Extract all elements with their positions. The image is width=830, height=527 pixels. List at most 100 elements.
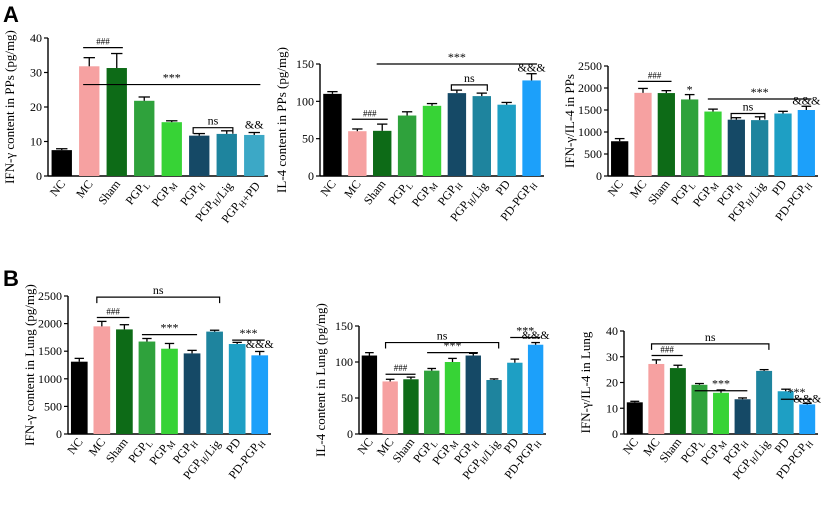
bar [382,381,398,434]
category-label: NC [47,177,68,199]
y-tick-label: 2000 [38,317,62,331]
bar [189,135,210,176]
category-label: NC [354,435,375,457]
panel-label-b: B [3,266,19,291]
significance-label: *** [161,321,179,335]
bar [657,93,675,176]
y-axis-label: IFN-γ content in Lung (pg/mg) [22,284,37,446]
significance-label: ns [464,71,475,85]
significance-label: ### [363,108,377,118]
y-tick-label: 150 [296,57,314,71]
y-tick-label: 2500 [38,289,62,303]
category-label: NC [318,177,339,199]
y-tick-label: 0 [347,427,353,441]
y-axis-label: IL-4 content in Lung (pg/mg) [313,303,328,457]
category-label: NC [64,435,85,457]
y-axis-label: IL-4 content in PPs (pg/mg) [274,47,289,193]
y-tick-label: 500 [584,147,602,161]
bar [756,370,773,434]
category-label: PGPL [386,177,416,209]
y-tick-label: 0 [56,427,62,441]
category-label: Sham [95,177,123,208]
y-tick-label: 20 [30,100,42,114]
y-tick-label: 2000 [578,81,602,95]
bar [79,66,100,176]
bar [734,399,751,434]
category-label: PGPM [149,177,180,211]
category-label: MC [341,177,364,200]
bar [422,105,442,176]
bar [522,80,541,176]
y-tick-label: 10 [30,135,42,149]
significance-label: ns [705,330,716,344]
bar [447,93,467,176]
y-tick-label: 1000 [38,372,62,386]
significance-label: &&& [522,328,551,342]
bar [403,379,419,434]
bar [183,353,201,434]
bar [527,344,544,434]
bar [774,113,792,176]
y-axis-label: IFN-γ/IL-4 in Lung [578,331,593,433]
bar [444,362,461,434]
y-tick-label: 150 [335,319,353,333]
bar [777,391,794,434]
significance-label: ### [394,363,408,373]
category-label: MC [73,177,96,200]
significance-label: *** [444,339,462,353]
category-label: PD [493,177,514,198]
bar [691,384,708,434]
bar [51,150,72,176]
significance-label: ns [437,329,448,343]
category-label: PGPL [123,177,153,209]
bar [797,110,815,176]
bar [361,355,378,434]
significance-label: &&& [246,337,275,351]
bar [161,348,178,434]
bar [116,329,133,434]
bar [497,104,516,176]
y-tick-label: 30 [30,66,42,80]
significance-label: *** [239,326,257,340]
category-label: PGPH/Lig [725,177,768,226]
bar [424,370,440,434]
category-label: NC [605,177,626,199]
category-label: PGPM [146,435,177,469]
category-label: Sham [389,435,417,466]
significance-bracket [192,127,234,134]
significance-bracket [96,296,221,304]
category-label: PGPM [409,177,440,211]
bar [228,344,246,434]
bar [373,130,392,176]
bar [751,120,769,176]
y-tick-label: 10 [606,401,618,415]
significance-label: && [245,117,264,131]
bar [669,368,686,434]
bar [93,326,111,434]
bar [713,392,729,434]
category-label: PD [769,177,790,198]
bar [507,362,523,434]
bar [216,133,237,176]
significance-label: *** [163,71,181,85]
significance-label: ns [153,283,164,297]
category-label: Sham [361,177,389,208]
bar [348,131,367,176]
y-tick-label: 0 [596,169,602,183]
y-tick-label: 500 [44,399,62,413]
significance-label: *** [516,324,534,338]
y-tick-label: 50 [302,132,314,146]
bar [486,380,502,434]
y-tick-label: 1500 [38,344,62,358]
y-tick-label: 1500 [578,103,602,117]
y-axis-label: IFN-γ/IL-4 in PPs [562,74,577,168]
significance-label: ### [648,70,662,80]
bar [611,141,629,176]
y-tick-label: 0 [36,169,42,183]
y-tick-label: 40 [606,324,618,338]
y-tick-label: 20 [606,376,618,390]
